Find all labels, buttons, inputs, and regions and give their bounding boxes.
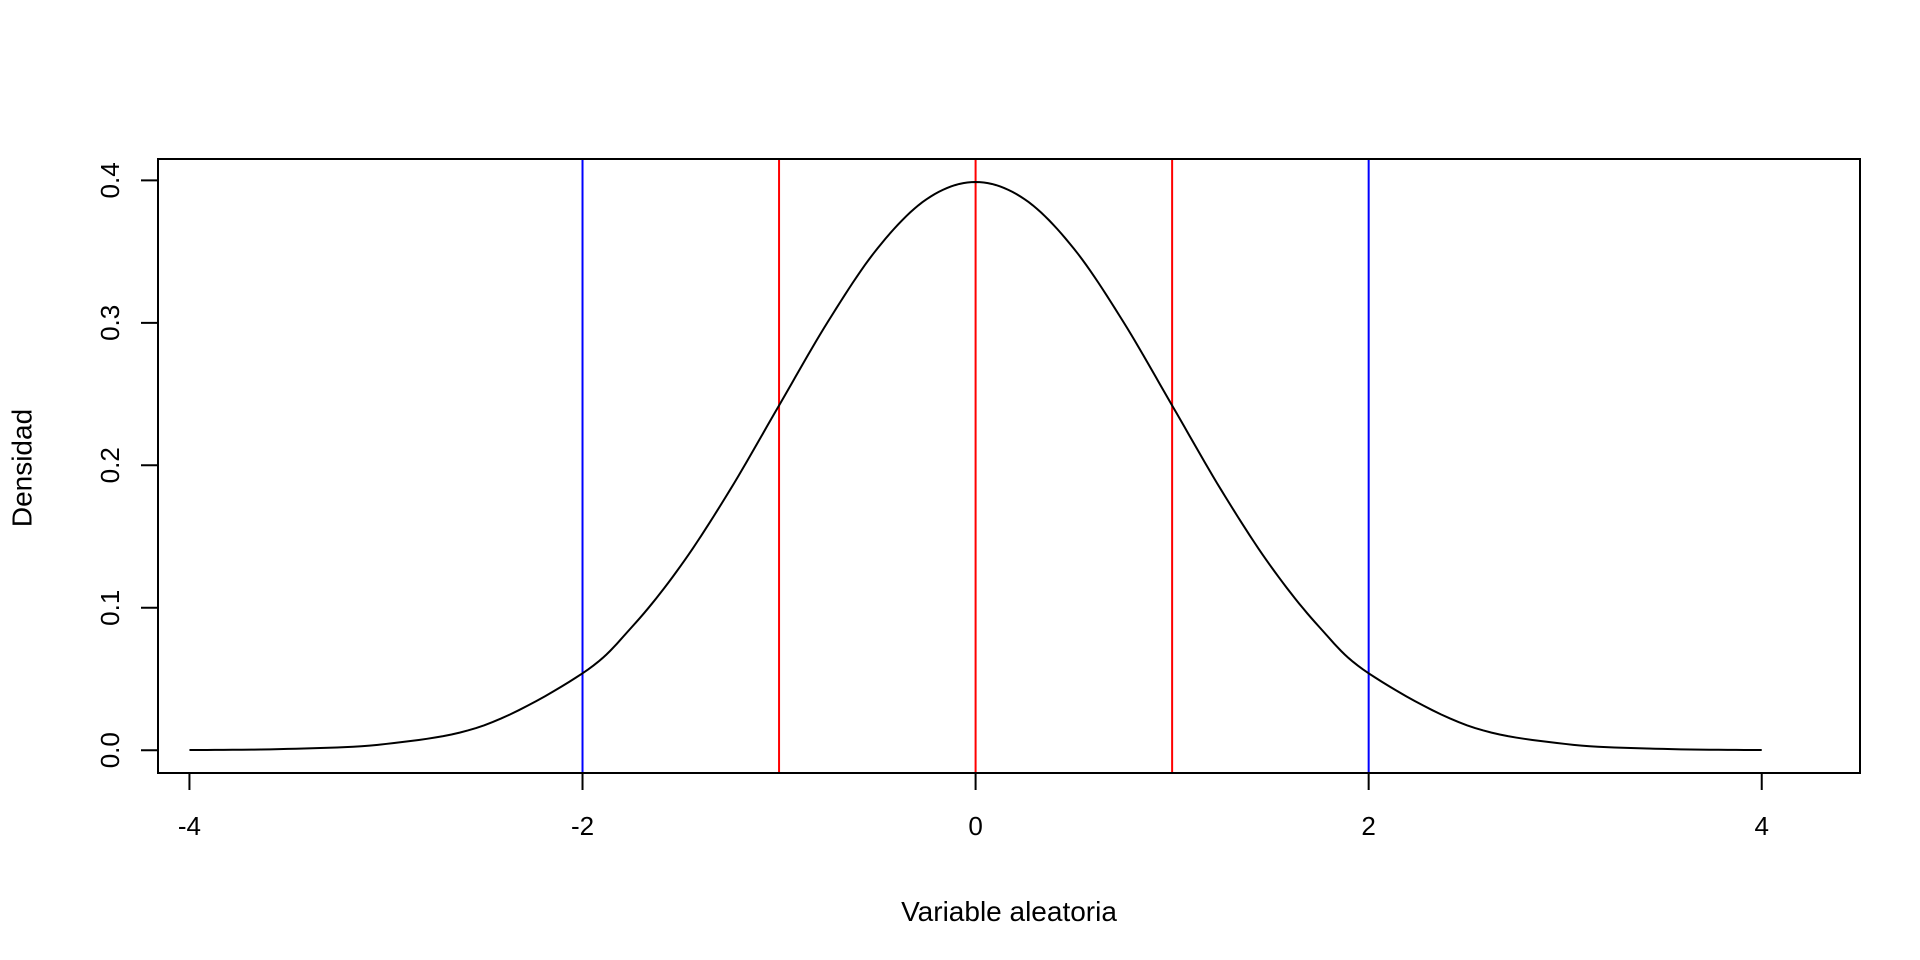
- x-tick-label-3: 2: [1361, 811, 1375, 841]
- y-tick-label-2: 0.2: [95, 447, 125, 483]
- x-axis-title: Variable aleatoria: [901, 896, 1117, 927]
- plot-frame: [157, 158, 1861, 774]
- x-tick-label-1: -2: [571, 811, 594, 841]
- x-axis: -4 -2 0 2 4: [178, 772, 1769, 841]
- series-group: [189, 180, 1762, 752]
- y-tick-label-0: 0.0: [95, 732, 125, 768]
- y-tick-label-4: 0.4: [95, 162, 125, 198]
- y-tick-label-1: 0.1: [95, 590, 125, 626]
- x-tick-label-2: 0: [968, 811, 982, 841]
- y-axis: 0.0 0.1 0.2 0.3 0.4: [95, 162, 159, 768]
- x-tick-label-4: 4: [1754, 811, 1768, 841]
- y-axis-title: Densidad: [6, 409, 37, 527]
- y-tick-label-3: 0.3: [95, 305, 125, 341]
- x-tick-label-0: -4: [178, 811, 201, 841]
- vertical-reference-lines: [581, 159, 1370, 773]
- series-line-0: [189, 180, 1762, 752]
